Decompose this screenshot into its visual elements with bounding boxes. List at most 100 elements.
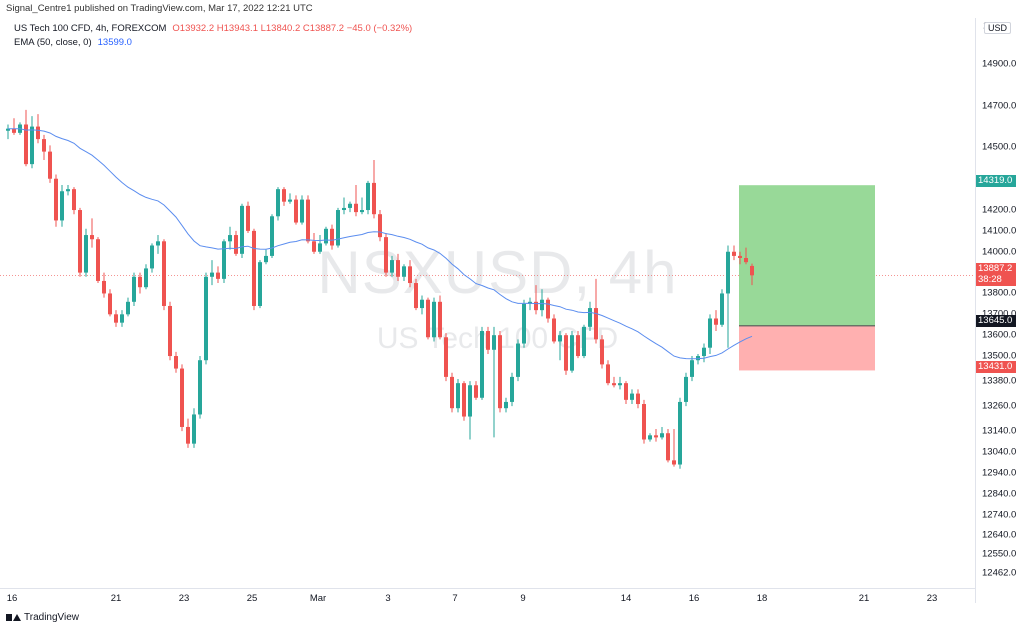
candle-body <box>672 460 676 465</box>
symbol-watermark: NSXUSD, 4h <box>317 239 678 306</box>
time-tick-label: 9 <box>520 593 526 604</box>
tradingview-branding[interactable]: TradingView <box>6 612 79 623</box>
candle-body <box>258 262 262 306</box>
candle-body <box>456 383 460 409</box>
candle-body <box>222 241 226 279</box>
price-tick-label: 12462.0 <box>982 567 1017 579</box>
price-tick-label: 13140.0 <box>982 425 1017 437</box>
candle-body <box>438 301 442 338</box>
loss-zone <box>739 325 875 371</box>
time-tick-label: 21 <box>110 593 122 604</box>
candle-body <box>510 376 514 402</box>
candle-body <box>354 203 358 213</box>
candle-body <box>648 435 652 440</box>
candle-body <box>180 368 184 427</box>
candle-body <box>606 364 610 384</box>
candle-body <box>522 303 526 344</box>
price-tick-label: 13380.0 <box>982 375 1017 387</box>
price-tick-label: 14500.0 <box>982 141 1017 153</box>
tradingview-logo-icon <box>6 613 21 622</box>
legend-ema-label[interactable]: EMA (50, close, 0) <box>14 37 92 48</box>
time-tick-label: 3 <box>385 593 391 604</box>
time-tick-label: 16 <box>6 593 18 604</box>
candle-body <box>546 299 550 319</box>
candle-body <box>714 318 718 325</box>
candle-body <box>384 237 388 273</box>
candle-body <box>534 301 538 311</box>
candle-body <box>162 241 166 306</box>
legend-ema-row: EMA (50, close, 0) 13599.0 <box>14 36 412 50</box>
candle-body <box>252 230 256 306</box>
candle-body <box>600 339 604 365</box>
currency-button[interactable]: USD <box>984 22 1012 34</box>
candle-body <box>36 126 40 140</box>
candle-body <box>462 383 466 417</box>
chart-plot-area[interactable] <box>0 18 975 589</box>
price-tick-label: 12640.0 <box>982 529 1017 541</box>
price-tick-label: 13040.0 <box>982 446 1017 458</box>
candle-body <box>246 205 250 231</box>
candle-body <box>588 308 592 327</box>
candle-body <box>732 251 736 256</box>
candle-body <box>12 128 16 133</box>
candle-body <box>306 199 310 242</box>
price-tick-label: 13700.0 <box>982 309 1016 320</box>
candle-body <box>468 385 472 417</box>
price-tick-label: 13260.0 <box>982 400 1017 412</box>
candle-body <box>564 335 568 371</box>
candle-body <box>132 276 136 302</box>
candle-body <box>156 241 160 246</box>
candle-body <box>372 182 376 215</box>
candle-body <box>408 266 412 284</box>
candle-body <box>42 139 46 152</box>
candle-body <box>552 318 556 342</box>
candle-body <box>294 199 298 223</box>
candle-body <box>504 401 508 409</box>
candle-body <box>288 199 292 202</box>
candle-body <box>336 210 340 246</box>
candle-body <box>192 414 196 444</box>
candle-body <box>516 343 520 377</box>
time-tick-label: 18 <box>756 593 768 604</box>
candle-body <box>702 347 706 357</box>
candle-body <box>684 376 688 402</box>
price-tick-label: 13500.0 <box>982 350 1017 362</box>
candle-body <box>198 360 202 415</box>
candle-body <box>342 207 346 211</box>
price-tick-label: 13600.0 <box>982 329 1017 341</box>
candle-body <box>324 228 328 244</box>
candle-body <box>120 314 124 323</box>
candle-body <box>114 314 118 323</box>
last-price-tag: 13887.2 38:28 <box>976 263 1016 286</box>
time-tick-label: 23 <box>926 593 938 604</box>
legend-ohlc: O13932.2 H13943.1 L13840.2 C13887.2 −45.… <box>172 23 413 34</box>
candle-body <box>402 266 406 277</box>
candle-body <box>660 433 664 438</box>
candle-body <box>558 335 562 342</box>
candle-body <box>450 376 454 409</box>
candle-body <box>690 360 694 377</box>
candle-body <box>210 272 214 277</box>
candle-body <box>390 260 394 273</box>
candle-body <box>360 210 364 213</box>
candle-body <box>624 383 628 400</box>
legend-symbol[interactable]: US Tech 100 CFD, 4h, FOREXCOM <box>14 23 167 34</box>
price-tick-label: 12740.0 <box>982 509 1017 521</box>
candle-body <box>72 189 76 211</box>
candle-body <box>414 283 418 309</box>
bar-countdown: 38:28 <box>978 274 1002 285</box>
candle-body <box>366 182 370 211</box>
candle-body <box>570 335 574 371</box>
target-price-tag: 14319.0 <box>976 175 1016 187</box>
candle-body <box>174 356 178 369</box>
publisher-header: Signal_Centre1 published on TradingView.… <box>6 3 313 14</box>
candle-body <box>576 335 580 357</box>
candle-body <box>150 245 154 269</box>
candle-body <box>54 178 58 221</box>
time-tick-label: 16 <box>688 593 700 604</box>
candle-body <box>426 299 430 338</box>
candle-body <box>264 255 268 263</box>
candle-body <box>300 199 304 223</box>
candle-body <box>498 335 502 409</box>
